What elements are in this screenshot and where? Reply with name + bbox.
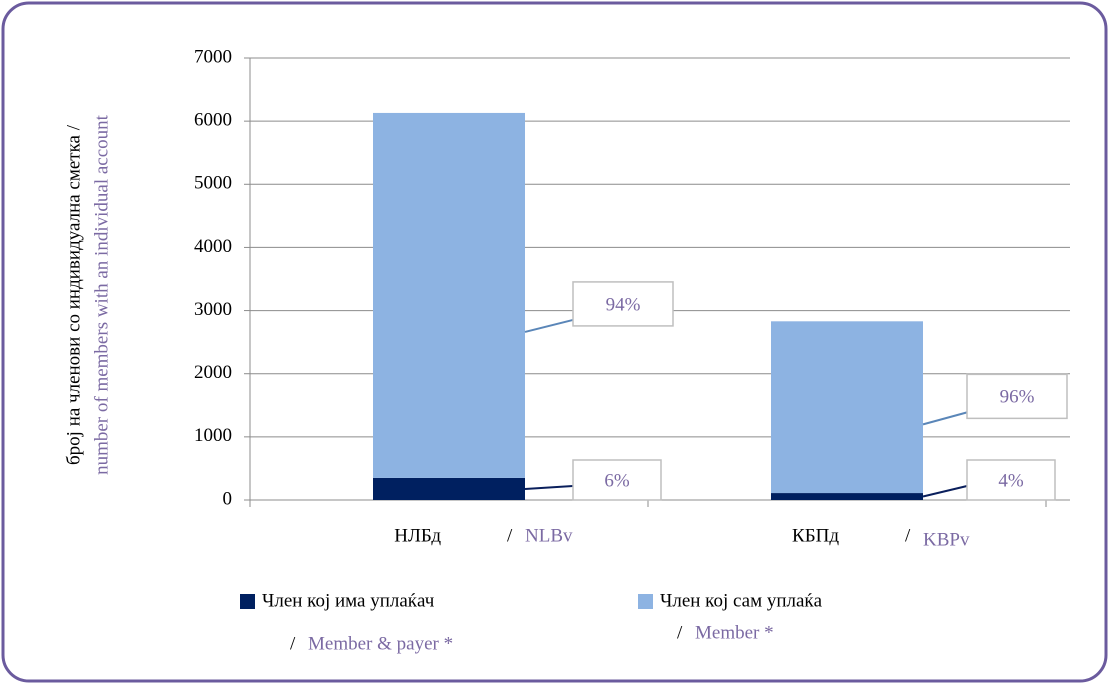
y-tick-label: 6000: [194, 110, 232, 131]
y-tick-label: 0: [223, 488, 233, 509]
y-tick-label: 3000: [194, 299, 232, 320]
legend-label-en: Member & payer *: [308, 633, 453, 654]
callout-box: [966, 373, 1068, 420]
callout-line: [524, 318, 574, 333]
x-tick-label: НЛБд: [394, 525, 441, 546]
y-tick-label: 5000: [194, 173, 232, 194]
data-label: 6%: [604, 470, 630, 491]
bar-segment: [771, 493, 923, 500]
callout-line: [922, 411, 968, 426]
legend-label: Член кој има уплаќач: [262, 590, 435, 611]
callout-line: [524, 485, 574, 490]
data-label: 96%: [1000, 387, 1035, 408]
legend-swatch: [240, 594, 255, 609]
y-tick-label: 1000: [194, 425, 232, 446]
y-axis-label: број на членови со индивидуална сметка /: [63, 124, 84, 465]
data-label: 94%: [606, 294, 641, 315]
x-tick-label: КБПд: [792, 525, 839, 546]
y-tick-label: 7000: [194, 46, 232, 67]
data-label: 4%: [998, 470, 1024, 491]
bar-segment: [771, 321, 923, 494]
legend-label: Член кој сам уплаќа: [660, 590, 823, 611]
y-tick-label: 4000: [194, 236, 232, 257]
callout-box: [572, 459, 662, 501]
legend-separator: /: [290, 633, 296, 654]
callout-line: [922, 485, 968, 498]
legend-swatch: [638, 594, 653, 609]
x-tick-label-en: KBPv: [923, 529, 970, 550]
callout-box: [572, 281, 674, 327]
bar-segment: [373, 112, 525, 478]
x-tick-label-en: NLBv: [525, 525, 573, 546]
bar-segment: [373, 477, 525, 500]
legend-separator: /: [677, 622, 683, 643]
legend-label-en: Member *: [695, 622, 774, 643]
callout-box: [966, 459, 1056, 501]
x-tick-separator: /: [905, 525, 911, 546]
y-tick-label: 2000: [194, 362, 232, 383]
y-axis-label-en: number of members with an individual acc…: [91, 114, 112, 475]
x-tick-separator: /: [507, 525, 513, 546]
